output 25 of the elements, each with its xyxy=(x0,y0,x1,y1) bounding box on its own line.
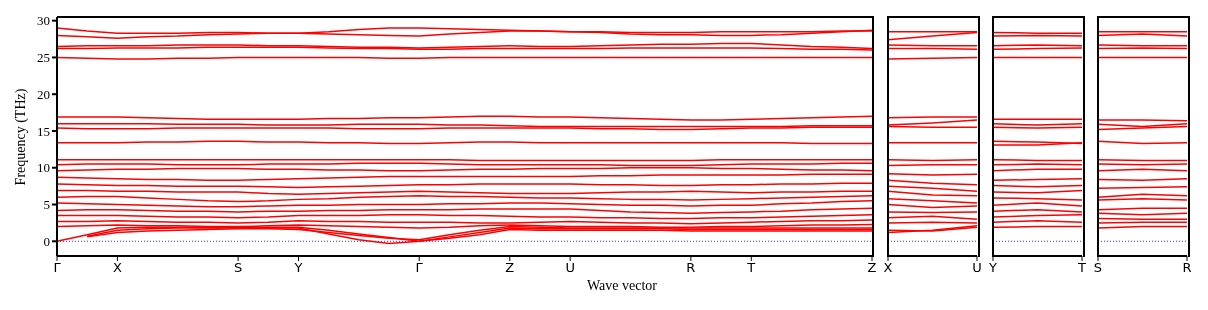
y-tick-label: 10 xyxy=(37,160,50,176)
x-axis-title: Wave vector xyxy=(586,278,658,294)
y-tick-label: 5 xyxy=(43,197,50,213)
y-tick-label: 15 xyxy=(37,123,50,139)
x-tick-label: T xyxy=(746,260,756,276)
y-tick-label: 25 xyxy=(37,50,50,66)
x-tick-label: Γ xyxy=(53,260,62,276)
x-tick-label: Z xyxy=(867,260,877,276)
x-tick-label: S xyxy=(1093,260,1103,276)
y-tick-label: 0 xyxy=(43,233,50,249)
x-tick-label: X xyxy=(112,260,122,276)
x-tick-label: S xyxy=(233,260,243,276)
x-tick-label: Γ xyxy=(415,260,424,276)
y-tick-label: 30 xyxy=(37,13,50,29)
y-axis-title: Frequency (THz) xyxy=(13,88,29,185)
x-tick-label: Y xyxy=(988,260,998,276)
x-tick-label: R xyxy=(686,260,696,276)
y-tick-label: 20 xyxy=(37,86,50,102)
x-tick-label: Y xyxy=(293,260,303,276)
x-tick-label: U xyxy=(972,260,982,276)
x-tick-label: R xyxy=(1182,260,1192,276)
x-tick-label: U xyxy=(565,260,575,276)
x-tick-label: Z xyxy=(505,260,515,276)
x-tick-label: T xyxy=(1077,260,1087,276)
x-tick-label: X xyxy=(883,260,893,276)
